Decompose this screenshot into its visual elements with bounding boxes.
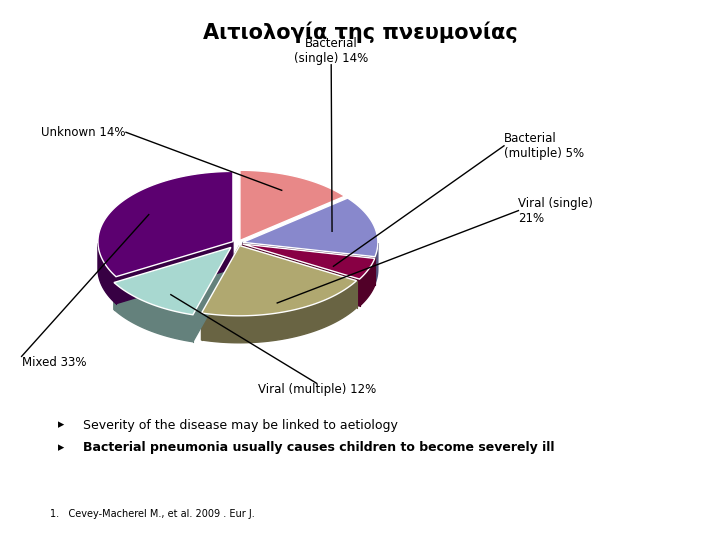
Text: ▸: ▸ <box>58 441 64 454</box>
Text: Unknown 14%: Unknown 14% <box>42 126 126 139</box>
Text: Mixed 33%: Mixed 33% <box>22 356 86 369</box>
Polygon shape <box>98 244 116 303</box>
Polygon shape <box>116 241 233 303</box>
Polygon shape <box>359 258 375 306</box>
Text: Bacterial
(multiple) 5%: Bacterial (multiple) 5% <box>504 132 584 160</box>
Text: Bacterial pneumonia usually causes children to become severely ill: Bacterial pneumonia usually causes child… <box>83 441 554 454</box>
Polygon shape <box>240 246 356 308</box>
Polygon shape <box>243 198 378 256</box>
Polygon shape <box>243 244 359 306</box>
Polygon shape <box>114 282 193 342</box>
Polygon shape <box>202 281 356 343</box>
Polygon shape <box>114 247 231 309</box>
Polygon shape <box>375 243 378 284</box>
Text: Severity of the disease may be linked to aetiology: Severity of the disease may be linked to… <box>83 418 397 431</box>
Polygon shape <box>202 246 240 340</box>
Polygon shape <box>243 242 375 284</box>
Text: Bacterial
(single) 14%: Bacterial (single) 14% <box>294 37 369 65</box>
Polygon shape <box>114 247 231 315</box>
Text: Αιτιολογία της πνευμονίας: Αιτιολογία της πνευμονίας <box>202 22 518 43</box>
Polygon shape <box>240 170 345 240</box>
Text: Viral (single)
21%: Viral (single) 21% <box>518 197 593 225</box>
Text: ▸: ▸ <box>58 418 64 431</box>
Polygon shape <box>243 244 375 279</box>
Polygon shape <box>202 246 356 316</box>
Text: Viral (multiple) 12%: Viral (multiple) 12% <box>258 383 376 396</box>
Polygon shape <box>243 244 375 285</box>
Polygon shape <box>193 247 231 342</box>
Polygon shape <box>98 171 233 276</box>
Text: 1.   Cevey-Macherel M., et al. 2009 . Eur J.: 1. Cevey-Macherel M., et al. 2009 . Eur … <box>50 509 255 519</box>
